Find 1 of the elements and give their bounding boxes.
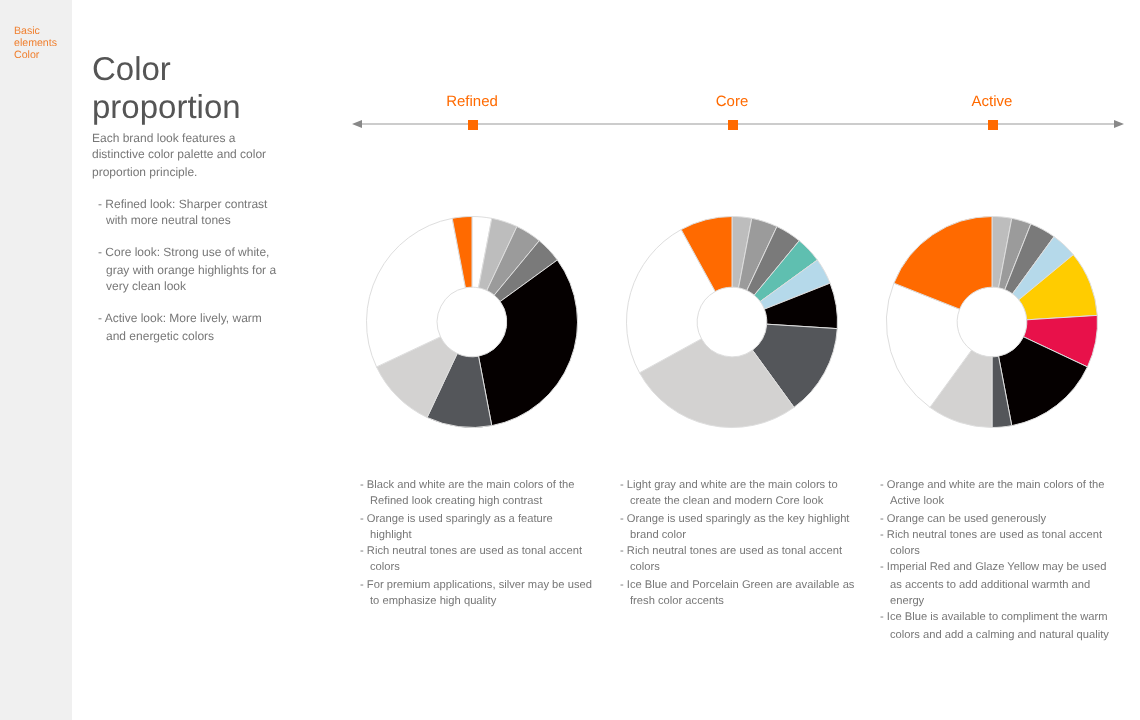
text: Color proportion <box>92 52 241 128</box>
